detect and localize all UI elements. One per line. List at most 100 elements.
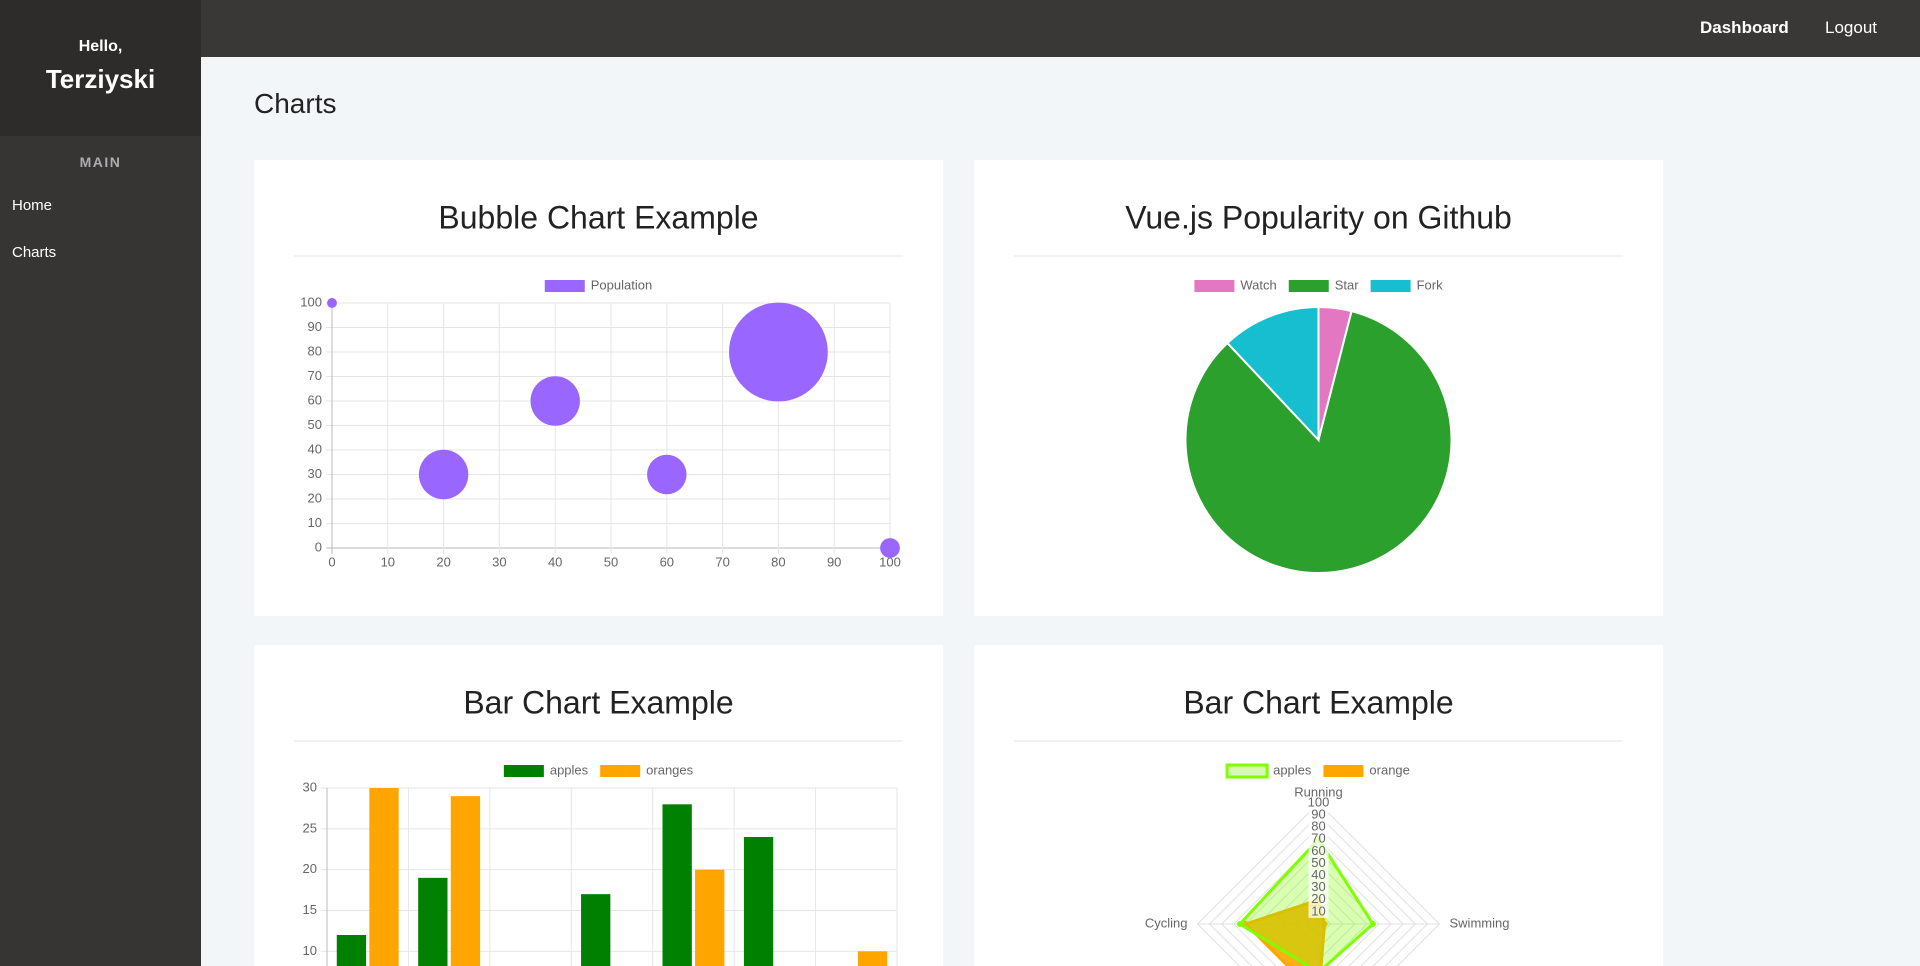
sidebar-header — [0, 0, 201, 136]
chart-card: Bubble Chart Example 0 10 20 30 40 50 60 70 80 90 1… — [254, 160, 943, 616]
grid-line — [1233, 838, 1404, 966]
tick-backdrop — [1308, 869, 1329, 882]
y-tick-label: 0 — [315, 539, 322, 554]
y-tick-label: 50 — [308, 417, 322, 432]
legend-swatch — [503, 765, 544, 777]
x-tick-label: 40 — [548, 554, 562, 569]
legend-label: Star — [1335, 277, 1360, 292]
bubble — [729, 302, 828, 402]
legend-swatch — [1370, 280, 1411, 292]
r-tick-label: 20 — [1311, 891, 1325, 906]
r-tick-label: 70 — [1311, 831, 1325, 846]
bar — [336, 935, 367, 966]
chart-title: Bar Chart Example — [463, 684, 733, 720]
axis-label: Running — [1294, 784, 1342, 799]
bar — [695, 869, 725, 966]
user-name: Terziyski — [45, 64, 156, 94]
tick-backdrop — [1308, 905, 1329, 918]
nav-link[interactable]: Charts — [12, 244, 57, 261]
axis-label: Swimming — [1450, 915, 1510, 930]
tick-backdrop — [1308, 857, 1329, 870]
grid-line — [1208, 814, 1429, 966]
bubble — [530, 376, 580, 426]
bubble — [418, 449, 469, 500]
bar — [662, 804, 692, 966]
section-label: MAIN — [79, 154, 122, 170]
bar — [581, 894, 611, 966]
x-tick-label: 90 — [827, 554, 841, 569]
x-tick-label: 20 — [436, 554, 450, 569]
chart: Bar Chart Example051015202530applesorang… — [294, 684, 903, 966]
y-tick-label: 80 — [308, 343, 322, 358]
chart-card: Bar Chart Example 10 20 30 40 50 60 70 80 90 100 Ru… — [974, 645, 1663, 966]
y-tick-label: 30 — [303, 779, 317, 794]
greeting: Hello, — [78, 38, 123, 55]
legend-label: Fork — [1417, 277, 1444, 292]
y-tick-label: 20 — [308, 490, 322, 505]
legend-swatch — [1194, 280, 1235, 292]
r-tick-label: 40 — [1311, 867, 1325, 882]
bubble — [327, 298, 337, 308]
bubble — [647, 454, 687, 495]
r-tick-label: 30 — [1311, 879, 1325, 894]
r-tick-label: 60 — [1311, 843, 1325, 858]
pie-slice — [1184, 309, 1453, 574]
bar — [418, 877, 448, 966]
y-tick-label: 60 — [308, 392, 322, 407]
tick-backdrop — [1308, 809, 1329, 822]
y-tick-label: 40 — [308, 441, 322, 456]
legend-swatch — [1288, 280, 1329, 292]
legend-label: Watch — [1240, 277, 1276, 292]
radar-point — [1369, 921, 1376, 927]
bar — [450, 796, 481, 966]
bar — [857, 951, 888, 966]
tick-backdrop — [1308, 893, 1329, 906]
r-tick-label: 80 — [1311, 819, 1325, 834]
radar-area — [1237, 836, 1375, 966]
chart-title: Bubble Chart Example — [438, 199, 758, 235]
grid-line — [1269, 874, 1368, 966]
axis-label: Cycling — [1145, 915, 1188, 930]
sidebar: Hello, Terziyski MAIN Home Charts — [0, 0, 201, 966]
radar-point — [1236, 921, 1243, 927]
legend-swatch — [600, 765, 641, 777]
legend-label: apples — [1273, 762, 1312, 777]
tick-backdrop — [1308, 845, 1329, 858]
nav-link[interactable]: Logout — [1825, 18, 1877, 37]
y-tick-label: 70 — [308, 368, 322, 383]
grid-line — [1245, 850, 1392, 966]
grid-line — [1220, 826, 1417, 966]
topbar: Dashboard Logout — [201, 0, 1920, 57]
legend-swatch — [544, 280, 585, 292]
x-tick-label: 70 — [715, 554, 729, 569]
y-tick-label: 30 — [308, 466, 322, 481]
bar — [743, 837, 774, 966]
legend-label: oranges — [646, 762, 693, 777]
tick-backdrop — [1308, 821, 1329, 834]
y-tick-label: 100 — [300, 294, 322, 309]
chart-card: Vue.js Popularity on Github Watch Star Fork — [974, 160, 1663, 616]
nav-link[interactable]: Home — [12, 197, 53, 214]
y-tick-label: 10 — [303, 943, 317, 958]
chart-title: Vue.js Popularity on Github — [1125, 199, 1512, 235]
y-tick-label: 90 — [308, 319, 322, 334]
y-tick-label: 25 — [303, 820, 317, 835]
r-tick-label: 50 — [1311, 855, 1325, 870]
chart-title: Bar Chart Example — [1183, 684, 1453, 720]
x-tick-label: 50 — [604, 554, 618, 569]
tick-backdrop — [1308, 797, 1329, 809]
chart: Bar Chart Example 102030405060708090100Ru… — [1014, 684, 1623, 966]
r-tick-label: 90 — [1311, 807, 1325, 822]
nav-link[interactable]: Dashboard — [1700, 18, 1789, 37]
page-title: Charts — [254, 88, 337, 119]
legend-label: orange — [1369, 762, 1409, 777]
legend-label: Population — [591, 277, 652, 292]
r-tick-label: 100 — [1308, 794, 1330, 809]
x-tick-label: 100 — [879, 554, 901, 569]
legend-label: apples — [550, 762, 589, 777]
x-tick-label: 60 — [660, 554, 674, 569]
r-tick-label: 10 — [1311, 903, 1325, 918]
x-tick-label: 0 — [328, 554, 335, 569]
legend-swatch — [1225, 763, 1269, 779]
